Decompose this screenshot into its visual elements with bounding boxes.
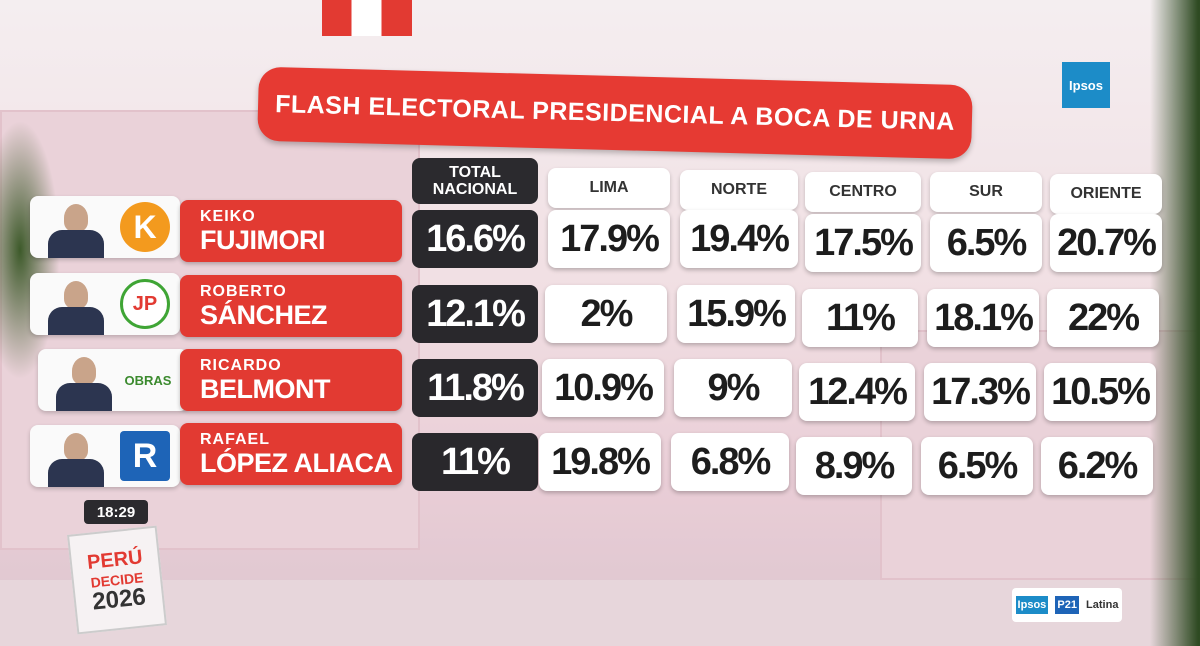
total-value: 12.1% [412,285,538,343]
region-value: 15.9% [677,285,795,343]
candidate-name: RICARDO BELMONT [180,349,402,411]
candidate-face [64,281,88,309]
candidate-suit [56,383,112,411]
region-value: 20.7% [1050,214,1162,272]
clock: 18:29 [84,500,148,524]
region-value: 6.8% [671,433,789,491]
column-header: TOTAL NACIONAL [412,158,538,204]
show-logo: PERÚ DECIDE 2026 [67,525,167,635]
region-value: 2% [545,285,667,343]
region-value: 9% [674,359,792,417]
column-header: CENTRO [805,172,921,212]
bottom-logos: Ipsos P21 Latina [1012,588,1122,622]
candidate-suit [48,307,104,335]
region-value: 18.1% [927,289,1039,347]
column-header: LIMA [548,168,670,208]
region-value: 10.9% [542,359,664,417]
channel-logo: Latina [1086,599,1119,611]
candidate-card: R [30,425,180,487]
region-value: 17.5% [805,214,921,272]
region-value: 6.2% [1041,437,1153,495]
party-logo: K [120,202,170,252]
pollster-logo-top: Ipsos [1062,62,1110,108]
candidate-face [72,357,96,385]
candidate-last-name: LÓPEZ ALIACA [200,448,393,478]
total-value: 11% [412,433,538,491]
candidate-name: KEIKO FUJIMORI [180,200,402,262]
candidate-first-name: RAFAEL [200,431,270,448]
region-value: 11% [802,289,918,347]
region-value: 19.8% [539,433,661,491]
party-logo: JP [120,279,170,329]
column-header: ORIENTE [1050,174,1162,214]
partner-logo: P21 [1055,596,1079,614]
candidate-last-name: FUJIMORI [200,225,326,255]
total-value: 11.8% [412,359,538,417]
party-logo: OBRAS [124,372,172,388]
candidate-first-name: RICARDO [200,357,282,374]
flag [322,0,412,36]
candidate-name: ROBERTO SÁNCHEZ [180,275,402,337]
show-year: 2026 [91,583,147,616]
region-value: 17.3% [924,363,1036,421]
candidate-first-name: KEIKO [200,208,256,225]
region-value: 6.5% [930,214,1042,272]
candidate-last-name: BELMONT [200,374,330,404]
region-value: 6.5% [921,437,1033,495]
candidate-last-name: SÁNCHEZ [200,300,328,330]
region-value: 10.5% [1044,363,1156,421]
total-value: 16.6% [412,210,538,268]
column-header: SUR [930,172,1042,212]
region-value: 8.9% [796,437,912,495]
region-value: 17.9% [548,210,670,268]
column-header: NORTE [680,170,798,210]
candidate-face [64,433,88,461]
plaza [0,580,1200,646]
candidate-card: JP [30,273,180,335]
candidate-card: K [30,196,180,258]
candidate-suit [48,459,104,487]
region-value: 12.4% [799,363,915,421]
candidate-suit [48,230,104,258]
candidate-face [64,204,88,232]
region-value: 19.4% [680,210,798,268]
candidate-first-name: ROBERTO [200,283,287,300]
region-value: 22% [1047,289,1159,347]
party-logo: R [120,431,170,481]
candidate-name: RAFAEL LÓPEZ ALIACA [180,423,402,485]
pollster-logo: Ipsos [1015,596,1049,614]
candidate-card: OBRAS [38,349,188,411]
